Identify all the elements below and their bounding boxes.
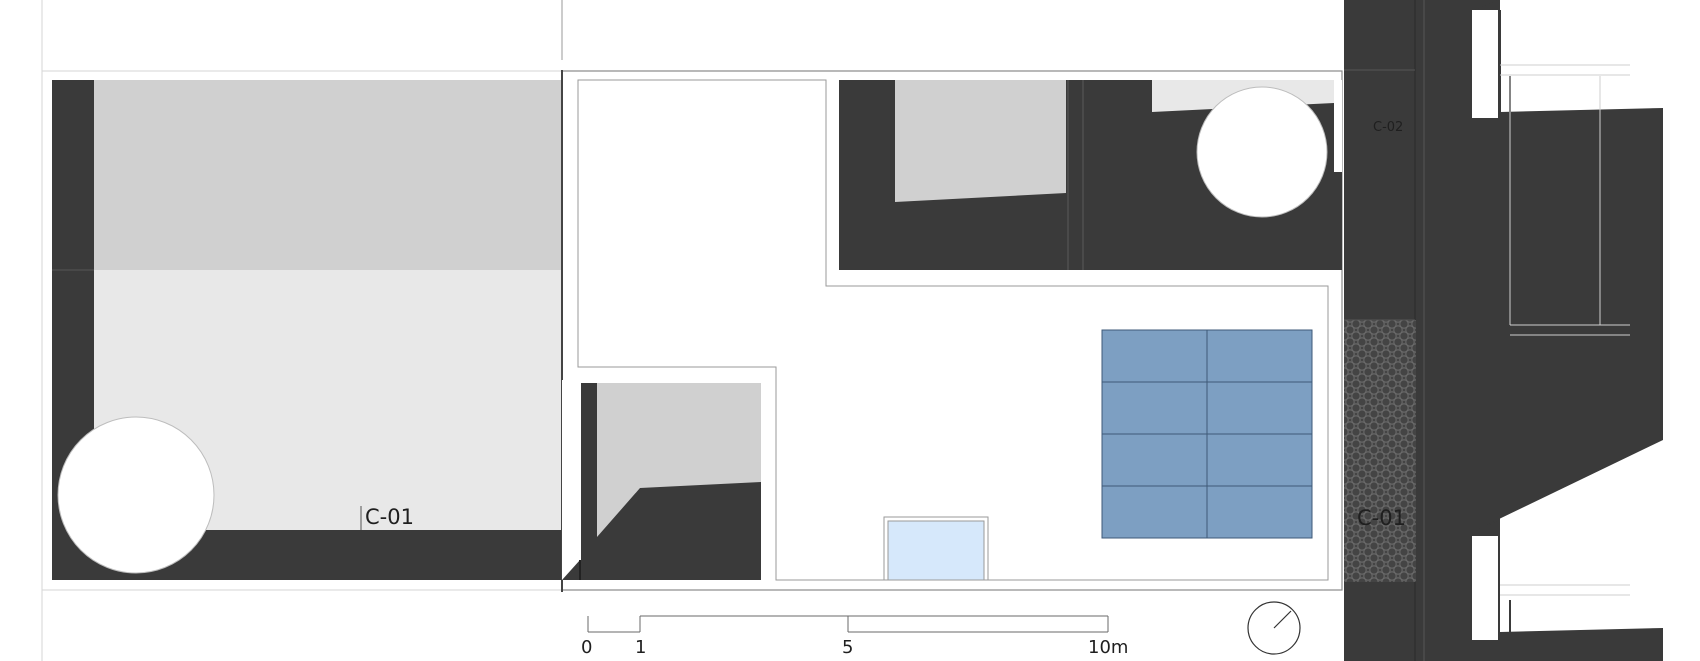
scale-tick-1: 1 — [635, 637, 646, 658]
skylight-glass — [887, 520, 985, 581]
center-building — [561, 70, 1343, 592]
paving-hatch — [1344, 320, 1416, 582]
section-label-c02: C-02 — [1373, 120, 1403, 135]
north-arrow-icon — [1247, 601, 1301, 655]
left-room: C-01 — [52, 80, 562, 580]
left-upper-floor — [94, 80, 562, 270]
scale-tick-5: 5 — [842, 637, 853, 658]
lower-left-grey-floor — [597, 383, 761, 537]
section-label-c01-left: C-01 — [365, 505, 414, 529]
solar-panel-grid — [1101, 329, 1313, 539]
scale-bar — [587, 615, 1109, 633]
scale-tick-0: 0 — [581, 637, 592, 658]
section-label-c01-right: C-01 — [1357, 506, 1406, 530]
left-round-void — [57, 416, 215, 574]
upper-right-grey-floor — [895, 80, 1066, 202]
scale-tick-10: 10m — [1088, 637, 1128, 658]
right-street-strip: C-02 C-01 — [1344, 0, 1700, 661]
facade-dark-shape — [1470, 108, 1663, 533]
upper-right-round-void — [1196, 86, 1328, 218]
